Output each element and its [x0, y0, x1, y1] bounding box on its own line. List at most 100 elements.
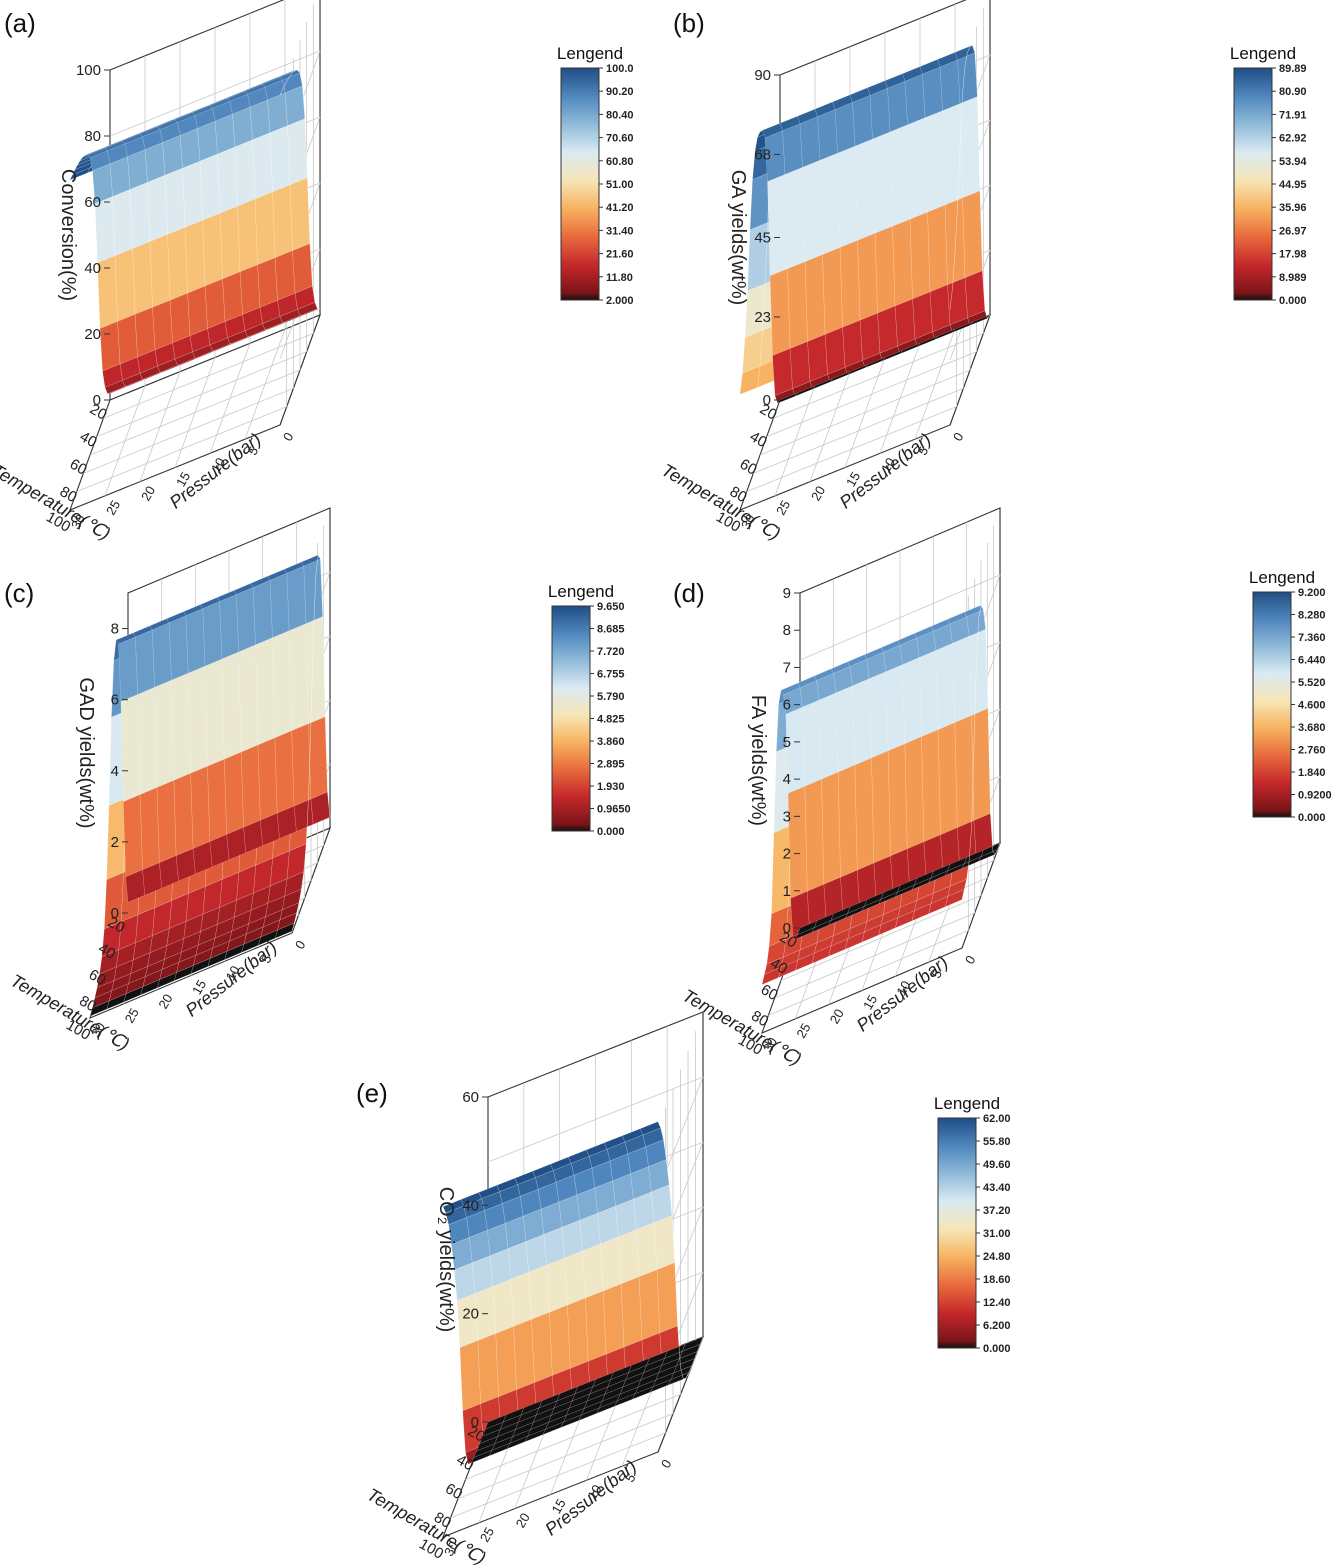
- profile-line: [291, 554, 331, 932]
- legend-tick-label: 62.92: [1279, 133, 1307, 145]
- p-tick-label: 15: [860, 992, 880, 1012]
- surface-cell: [887, 743, 908, 857]
- legend-tick-label: 1.840: [1298, 767, 1326, 779]
- surface-cell: [445, 1205, 467, 1225]
- surface-cell: [252, 132, 273, 200]
- x-tick-label: 60: [86, 966, 109, 989]
- legend-tick-label: 31.40: [606, 225, 634, 237]
- panel-label: (a): [4, 8, 36, 38]
- x-tick-label: 40: [95, 940, 118, 963]
- surface-cell: [894, 298, 916, 347]
- surface-cell: [510, 1272, 532, 1327]
- y-tick-label: 2: [111, 834, 119, 851]
- surface-cell: [456, 1293, 478, 1348]
- y-tick-label: 0: [111, 905, 119, 922]
- y-tick-label: 6: [783, 697, 791, 714]
- surface-cell: [749, 172, 771, 230]
- y-tick-label: 2: [783, 846, 791, 863]
- surface-cell: [238, 644, 259, 753]
- surface-cell: [173, 773, 194, 856]
- legend-tick-label: 8.280: [1298, 610, 1326, 622]
- profile-line: [961, 604, 1001, 900]
- surface-cell: [854, 138, 876, 241]
- legend-tick-label: 5.790: [597, 691, 625, 703]
- x-tick-label: 80: [727, 483, 750, 506]
- surface-cell: [935, 643, 955, 730]
- surface-cell: [821, 771, 841, 885]
- x-tick-label: 60: [758, 981, 781, 1004]
- surface-cell: [462, 1403, 484, 1453]
- legend-tick-label: 53.94: [1279, 156, 1307, 168]
- surface-cell: [182, 160, 203, 228]
- surface-cell: [787, 261, 808, 349]
- surface-cell: [909, 211, 931, 300]
- surface-cell: [885, 664, 905, 752]
- legend-tick-label: 60.80: [606, 156, 634, 168]
- surface-cell: [804, 778, 824, 892]
- legend-tick-label: 100.0: [606, 63, 634, 75]
- surface-cell: [902, 657, 922, 744]
- surface-cell: [513, 1319, 535, 1390]
- surface-cell: [89, 150, 111, 172]
- surface-cell: [582, 1243, 604, 1299]
- y-tick-label: 4: [111, 763, 119, 780]
- legend-tick-label: 55.80: [983, 1136, 1011, 1148]
- surface-cell: [240, 744, 261, 828]
- y-tick-label: 20: [84, 326, 101, 343]
- y-tick-label: 100: [76, 62, 101, 79]
- surface-cell: [959, 96, 981, 199]
- surface-cell: [854, 757, 874, 871]
- surface-cell: [117, 314, 138, 365]
- surface-cell: [929, 284, 951, 333]
- surface-cell: [924, 110, 946, 213]
- p-tick-label: 0: [962, 953, 979, 967]
- surface-cell: [188, 665, 208, 774]
- surface-cell: [224, 751, 244, 835]
- surface-cell: [834, 102, 856, 154]
- surface-cell: [767, 174, 788, 277]
- surface-cell: [272, 630, 292, 739]
- surface-cell: [968, 629, 989, 716]
- surface-cell: [253, 580, 273, 646]
- surface-cell: [927, 204, 948, 293]
- p-tick-label: 20: [138, 483, 158, 503]
- surface-cell: [169, 292, 191, 344]
- legend-tick-label: 6.755: [597, 669, 625, 681]
- legend-tick-label: 2.895: [597, 759, 625, 771]
- surface-cell: [776, 392, 799, 404]
- legend-tick-label: 41.20: [606, 202, 634, 214]
- p-tick-label: 30: [760, 1035, 780, 1055]
- p-tick-label: 20: [513, 1510, 533, 1530]
- profile-line: [949, 44, 991, 319]
- p-tick-label: 30: [441, 1539, 461, 1559]
- surface-cell: [292, 243, 313, 294]
- p-tick-label: 15: [173, 469, 193, 489]
- y-tick-label: 80: [84, 128, 101, 145]
- x-tick-label: 80: [748, 1007, 771, 1030]
- surface-cell: [92, 163, 113, 204]
- surface-cell: [842, 319, 863, 368]
- surface-cell: [101, 921, 122, 957]
- surface-cell: [134, 307, 156, 358]
- surface-cell: [168, 615, 189, 681]
- legend-tick-label: 49.60: [983, 1159, 1011, 1171]
- p-tick-label: 15: [843, 469, 863, 489]
- surface-cell: [872, 131, 893, 234]
- p-tick-label: 25: [122, 1006, 142, 1026]
- p-tick-label: 25: [103, 498, 123, 518]
- legend-tick-label: 18.60: [983, 1274, 1011, 1286]
- y-axis-title: GA yields(wt%): [727, 170, 749, 306]
- p-tick-label: 25: [477, 1525, 497, 1545]
- surface-cell: [120, 694, 141, 802]
- surface-cell: [236, 587, 256, 653]
- surface-cell: [167, 227, 188, 301]
- legend-colorbar: [1252, 591, 1292, 818]
- surface-cell: [877, 305, 898, 354]
- p-tick-label: 30: [68, 512, 88, 532]
- legend-tick-label: 80.90: [1279, 86, 1307, 98]
- surface-cell: [99, 321, 121, 372]
- surface: [69, 69, 321, 394]
